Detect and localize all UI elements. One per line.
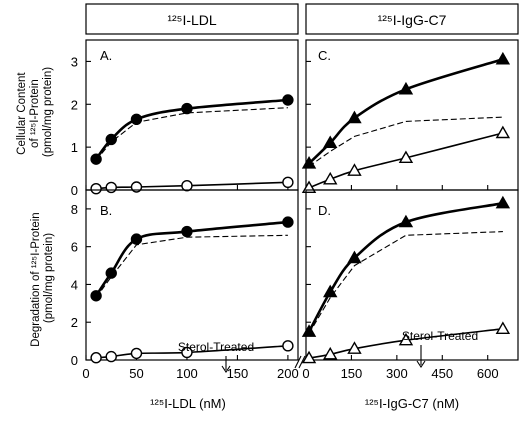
panel-d-dashed-line bbox=[308, 231, 503, 334]
panel-b-xtick-label: 100 bbox=[176, 366, 198, 381]
panel-b-open-circle-point bbox=[90, 352, 102, 364]
panel-a-ytick-label: 0 bbox=[71, 183, 78, 198]
panel-c-open-triangle-point bbox=[495, 125, 511, 139]
panel-c-dashed-line bbox=[308, 116, 503, 167]
panel-b-open-circle-point bbox=[130, 347, 143, 360]
panel-a-letter: A. bbox=[100, 48, 112, 63]
panel-a: A. 0 1 2 3 bbox=[71, 39, 299, 198]
panel-b-ytick-label: 2 bbox=[71, 315, 78, 330]
sterol-annotation-right: Sterol-Treated bbox=[402, 329, 478, 368]
panel-a-open-circle-point bbox=[90, 183, 102, 195]
panel-a-filled-circle-point bbox=[105, 133, 117, 146]
panel-a-filled-circle-point bbox=[282, 94, 294, 106]
y-label-top: Cellular Content of ¹²⁵I-Protein (pmol/m… bbox=[16, 67, 54, 157]
y-label-bottom-line2: (pmol/mg protein) bbox=[43, 233, 55, 323]
panel-a-ytick-label: 3 bbox=[71, 54, 78, 69]
panel-d-filled-triangle-point bbox=[301, 324, 317, 337]
panel-d-letter: D. bbox=[318, 203, 331, 218]
panel-a-open-circle-point bbox=[282, 176, 294, 188]
x-label-left: ¹²⁵I-LDL (nM) bbox=[150, 396, 226, 411]
y-label-bottom: Degradation of ¹²⁵I-Protein (pmol/mg pro… bbox=[30, 209, 55, 347]
y-label-top-line1: Cellular Content bbox=[16, 72, 28, 155]
panel-d-open-triangle-point bbox=[495, 321, 511, 335]
panel-c-frame bbox=[305, 39, 519, 191]
header-right: ¹²⁵I-IgG-C7 bbox=[378, 12, 447, 28]
sterol-label-left: Sterol-Treated bbox=[178, 340, 254, 354]
sterol-arrowhead-left bbox=[221, 365, 231, 373]
panel-d-xtick-label: 0 bbox=[302, 366, 309, 381]
panel-c-filled-triangle-line bbox=[307, 58, 505, 165]
panel-b-open-circle-point bbox=[181, 346, 193, 359]
sterol-annotation-left: Sterol-Treated bbox=[178, 340, 254, 373]
panel-b-dashed-line bbox=[95, 234, 288, 299]
panel-b: B. 0 2 4 6 8 0 50 100 150 200 bbox=[71, 189, 299, 381]
y-label-top-line3: (pmol/mg protein) bbox=[42, 67, 54, 157]
panel-d-open-triangle-point bbox=[323, 346, 338, 360]
panel-c-open-triangle-point bbox=[398, 150, 414, 164]
panel-a-dashed-line bbox=[95, 107, 288, 161]
panel-b-filled-circle-point bbox=[90, 290, 102, 302]
panel-b-filled-circle-point bbox=[105, 267, 117, 279]
panel-a-filled-circle-point bbox=[181, 102, 193, 115]
panel-c-filled-triangle-point bbox=[495, 51, 511, 65]
panel-a-open-circle-point bbox=[105, 181, 117, 194]
panel-b-filled-circle-point bbox=[130, 233, 143, 245]
panel-c: C. bbox=[301, 39, 519, 194]
panel-b-ytick-label: 8 bbox=[71, 202, 78, 217]
panel-b-open-circle-point bbox=[105, 350, 117, 363]
header-left: ¹²⁵I-LDL bbox=[167, 12, 217, 28]
sterol-label-right: Sterol-Treated bbox=[402, 329, 478, 343]
panel-b-letter: B. bbox=[100, 203, 112, 218]
header-box-right bbox=[305, 3, 519, 35]
panel-b-xtick-label: 150 bbox=[227, 366, 249, 381]
panel-b-filled-circle-point bbox=[282, 216, 294, 228]
panel-b-xtick-label: 0 bbox=[82, 366, 89, 381]
panel-c-letter: C. bbox=[318, 48, 331, 63]
panel-c-filled-triangle-point bbox=[323, 135, 338, 149]
panel-b-xtick-label: 200 bbox=[277, 366, 299, 381]
panel-c-open-triangle-point bbox=[301, 180, 317, 194]
axis-break-mark bbox=[294, 355, 306, 369]
panel-c-filled-triangle-point bbox=[347, 110, 362, 124]
panel-b-ytick-label: 0 bbox=[71, 353, 78, 368]
panel-d-xtick-label: 450 bbox=[431, 366, 453, 381]
panel-c-open-triangle-point bbox=[323, 171, 338, 185]
y-label-top-line2: of ¹²⁵I-Protein bbox=[29, 79, 41, 148]
header-box-left bbox=[85, 3, 299, 35]
panel-b-ytick-label: 6 bbox=[71, 240, 78, 255]
panel-d-xtick-label: 300 bbox=[386, 366, 408, 381]
panel-d-xtick-label: 150 bbox=[341, 366, 363, 381]
panel-b-open-circle-point bbox=[282, 340, 294, 352]
panel-b-xtick-label: 50 bbox=[129, 366, 143, 381]
panel-d-filled-triangle-point bbox=[495, 195, 511, 209]
x-label-right: ¹²⁵I-IgG-C7 (nM) bbox=[365, 396, 459, 411]
panel-b-ytick-label: 4 bbox=[71, 277, 78, 292]
y-label-bottom-line1: Degradation of ¹²⁵I-Protein bbox=[30, 212, 42, 347]
panel-a-ytick-label: 2 bbox=[71, 97, 78, 112]
panel-d-open-triangle-point bbox=[301, 350, 317, 364]
panel-c-open-triangle-point bbox=[347, 163, 362, 176]
panel-d-frame bbox=[305, 189, 519, 361]
panel-a-open-circle-point bbox=[181, 180, 193, 192]
panel-d-xtick-label: 600 bbox=[477, 366, 499, 381]
panel-c-filled-triangle-point bbox=[398, 81, 414, 95]
panel-d-open-triangle-point bbox=[398, 332, 414, 346]
panel-d: D. 0 150 300 450 600 bbox=[301, 189, 519, 381]
panel-b-frame bbox=[85, 189, 299, 361]
panel-d-filled-triangle-point bbox=[398, 214, 414, 228]
sterol-arrowhead-right bbox=[416, 360, 426, 368]
panel-a-ytick-label: 1 bbox=[71, 140, 78, 155]
panel-c-filled-triangle-point bbox=[301, 156, 317, 169]
panel-d-open-triangle-point bbox=[347, 341, 362, 354]
panel-a-frame bbox=[85, 39, 299, 191]
panel-d-filled-triangle-point bbox=[347, 250, 362, 264]
panel-b-filled-circle-point bbox=[181, 225, 193, 238]
